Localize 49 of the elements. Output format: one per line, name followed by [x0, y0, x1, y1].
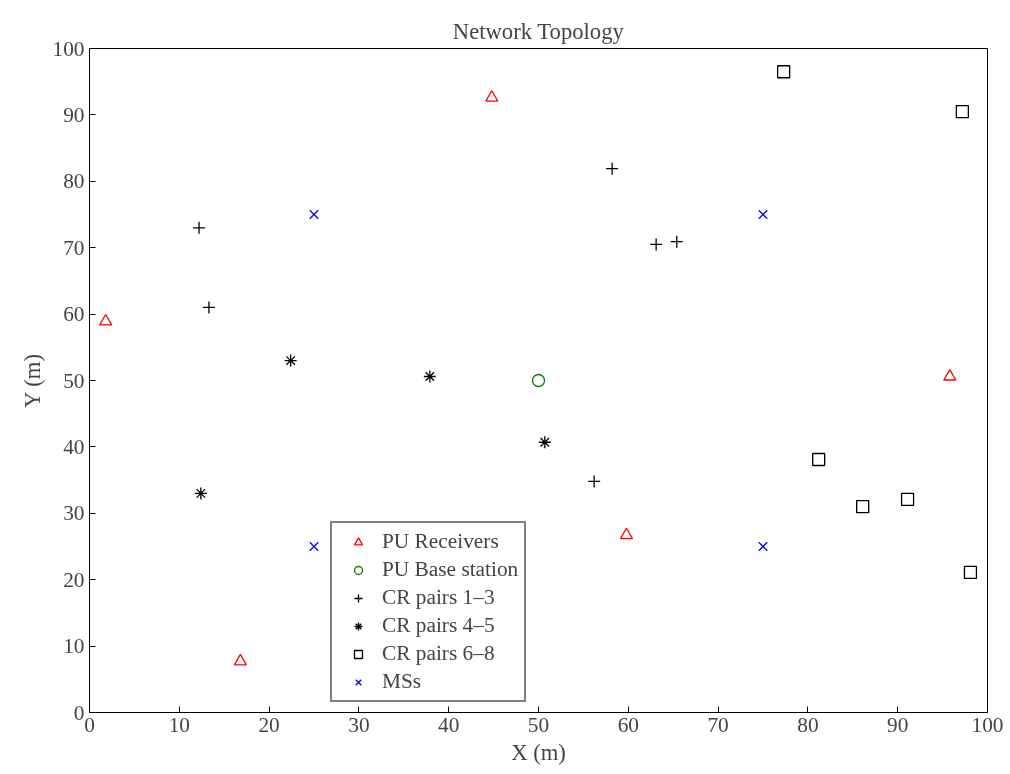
y-tick-label: 70 [63, 235, 85, 260]
point [943, 368, 957, 381]
point [619, 527, 634, 540]
legend-label: PU Base station [382, 557, 519, 582]
legend-label: CR pairs 1–3 [382, 585, 495, 610]
point [812, 452, 826, 467]
x-tick-label: 20 [258, 712, 280, 737]
point [284, 353, 298, 368]
chart-title: Network Topology [452, 18, 625, 44]
point [955, 104, 970, 119]
point [963, 565, 978, 580]
y-tick-label: 20 [63, 567, 85, 592]
x-axis-title: X (m) [511, 739, 566, 765]
point [233, 653, 248, 666]
legend-label: CR pairs 6–8 [382, 641, 495, 666]
y-tick-label: 80 [63, 169, 85, 194]
point [99, 313, 113, 326]
x-tick-label: 100 [971, 712, 1004, 737]
x-tick-label: 50 [527, 712, 550, 737]
x-tick-label: 90 [887, 712, 909, 737]
y-axis-title: Y (m) [19, 353, 45, 408]
x-tick-label: 70 [707, 712, 729, 737]
y-tick-label: 100 [52, 36, 85, 61]
point [758, 209, 768, 220]
point [485, 90, 499, 102]
x-tick-label: 40 [438, 712, 460, 737]
y-tick-label: 60 [63, 302, 85, 327]
point [309, 541, 319, 552]
point [856, 500, 870, 514]
point [758, 541, 768, 552]
x-tick-label: 60 [617, 712, 639, 737]
legend-label: MSs [382, 669, 422, 694]
y-tick-label: 40 [63, 434, 85, 459]
legend-label: PU Receivers [382, 529, 499, 554]
point [900, 492, 915, 507]
point [538, 435, 552, 449]
point [531, 373, 546, 388]
x-tick-label: 30 [348, 712, 370, 737]
legend-label: CR pairs 4–5 [382, 613, 495, 638]
y-tick-label: 90 [63, 102, 85, 127]
y-tick-label: 30 [63, 501, 85, 526]
x-tick-label: 10 [168, 712, 190, 737]
point [194, 486, 208, 501]
x-tick-label: 80 [797, 712, 819, 737]
y-tick-label: 10 [63, 634, 85, 659]
y-tick-label: 50 [63, 368, 85, 393]
point [777, 65, 791, 79]
point [309, 209, 319, 220]
point [423, 369, 437, 384]
